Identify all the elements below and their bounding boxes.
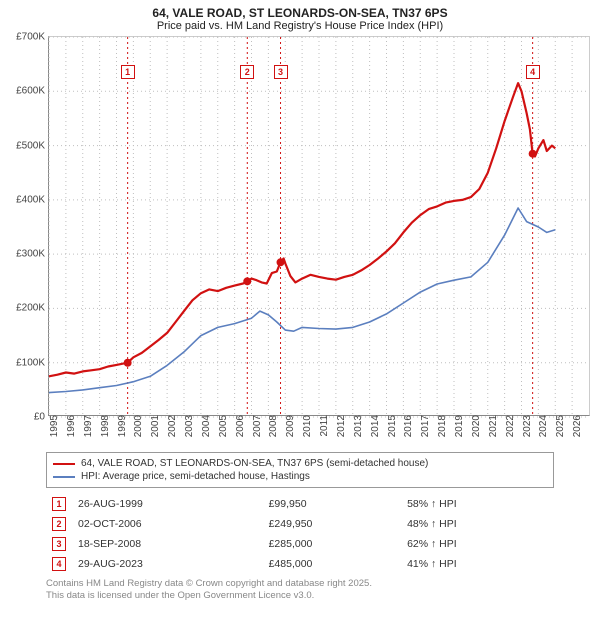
legend: 64, VALE ROAD, ST LEONARDS-ON-SEA, TN37 … <box>46 452 554 488</box>
sale-date: 26-AUG-1999 <box>72 494 263 514</box>
table-row: 4 29-AUG-2023£485,00041% ↑ HPI <box>46 554 554 574</box>
sale-price: £285,000 <box>263 534 401 554</box>
x-axis-tick: 2000 <box>129 415 144 437</box>
sale-date: 18-SEP-2008 <box>72 534 263 554</box>
sale-index-box: 1 <box>52 497 66 511</box>
legend-label: HPI: Average price, semi-detached house,… <box>81 471 310 482</box>
x-axis-tick: 2005 <box>214 415 229 437</box>
x-axis-tick: 2026 <box>568 415 583 437</box>
x-axis-tick: 2023 <box>518 415 533 437</box>
x-axis-tick: 2006 <box>231 415 246 437</box>
x-axis-tick: 2020 <box>467 415 482 437</box>
chart-plot-area: £0£100K£200K£300K£400K£500K£600K£700K 19… <box>48 36 590 416</box>
sale-price: £485,000 <box>263 554 401 574</box>
x-axis-tick: 1996 <box>62 415 77 437</box>
y-axis-tick: £300K <box>16 249 49 260</box>
x-axis-tick: 2002 <box>163 415 178 437</box>
sales-table: 1 26-AUG-1999£99,95058% ↑ HPI 2 02-OCT-2006… <box>46 494 554 574</box>
table-row: 1 26-AUG-1999£99,95058% ↑ HPI <box>46 494 554 514</box>
x-axis-tick: 2022 <box>501 415 516 437</box>
legend-swatch <box>53 476 75 478</box>
x-axis-tick: 2025 <box>551 415 566 437</box>
x-axis-tick: 2008 <box>264 415 279 437</box>
x-axis-tick: 2017 <box>416 415 431 437</box>
x-axis-tick: 2024 <box>534 415 549 437</box>
x-axis-tick: 1995 <box>45 415 60 437</box>
sale-marker-box: 1 <box>121 65 135 79</box>
legend-label: 64, VALE ROAD, ST LEONARDS-ON-SEA, TN37 … <box>81 458 428 469</box>
x-axis-tick: 1998 <box>96 415 111 437</box>
chart-svg <box>49 37 589 415</box>
x-axis-tick: 2014 <box>366 415 381 437</box>
sale-delta: 58% ↑ HPI <box>401 494 554 514</box>
sale-marker-box: 4 <box>526 65 540 79</box>
sale-date: 02-OCT-2006 <box>72 514 263 534</box>
legend-swatch <box>53 463 75 465</box>
x-axis-tick: 2021 <box>484 415 499 437</box>
sale-delta: 48% ↑ HPI <box>401 514 554 534</box>
footer-line: This data is licensed under the Open Gov… <box>46 590 554 602</box>
title-line-2: Price paid vs. HM Land Registry's House … <box>0 20 600 32</box>
x-axis-tick: 2009 <box>281 415 296 437</box>
y-axis-tick: £600K <box>16 86 49 97</box>
sale-date: 29-AUG-2023 <box>72 554 263 574</box>
chart-title: 64, VALE ROAD, ST LEONARDS-ON-SEA, TN37 … <box>0 0 600 34</box>
x-axis-tick: 2007 <box>248 415 263 437</box>
x-axis-tick: 2004 <box>197 415 212 437</box>
x-axis-tick: 1999 <box>113 415 128 437</box>
x-axis-tick: 2001 <box>146 415 161 437</box>
x-axis-tick: 2015 <box>383 415 398 437</box>
sale-delta: 62% ↑ HPI <box>401 534 554 554</box>
x-axis-tick: 2013 <box>349 415 364 437</box>
x-axis-tick: 2003 <box>180 415 195 437</box>
footer-line: Contains HM Land Registry data © Crown c… <box>46 578 554 590</box>
sale-price: £99,950 <box>263 494 401 514</box>
x-axis-tick: 2010 <box>298 415 313 437</box>
table-row: 2 02-OCT-2006£249,95048% ↑ HPI <box>46 514 554 534</box>
footer-attribution: Contains HM Land Registry data © Crown c… <box>46 578 554 602</box>
sale-delta: 41% ↑ HPI <box>401 554 554 574</box>
x-axis-tick: 2016 <box>399 415 414 437</box>
sale-marker-box: 3 <box>274 65 288 79</box>
sale-index-box: 4 <box>52 557 66 571</box>
y-axis-tick: £400K <box>16 194 49 205</box>
y-axis-tick: £700K <box>16 32 49 43</box>
sale-marker-box: 2 <box>240 65 254 79</box>
x-axis-tick: 1997 <box>79 415 94 437</box>
legend-item: HPI: Average price, semi-detached house,… <box>53 470 547 483</box>
y-axis-tick: £200K <box>16 303 49 314</box>
sale-index-box: 3 <box>52 537 66 551</box>
sale-index-box: 2 <box>52 517 66 531</box>
y-axis-tick: £100K <box>16 357 49 368</box>
x-axis-tick: 2019 <box>450 415 465 437</box>
sale-price: £249,950 <box>263 514 401 534</box>
y-axis-tick: £500K <box>16 140 49 151</box>
x-axis-tick: 2018 <box>433 415 448 437</box>
x-axis-tick: 2011 <box>315 415 330 437</box>
legend-item: 64, VALE ROAD, ST LEONARDS-ON-SEA, TN37 … <box>53 457 547 470</box>
x-axis-tick: 2012 <box>332 415 347 437</box>
title-line-1: 64, VALE ROAD, ST LEONARDS-ON-SEA, TN37 … <box>0 6 600 20</box>
table-row: 3 18-SEP-2008£285,00062% ↑ HPI <box>46 534 554 554</box>
